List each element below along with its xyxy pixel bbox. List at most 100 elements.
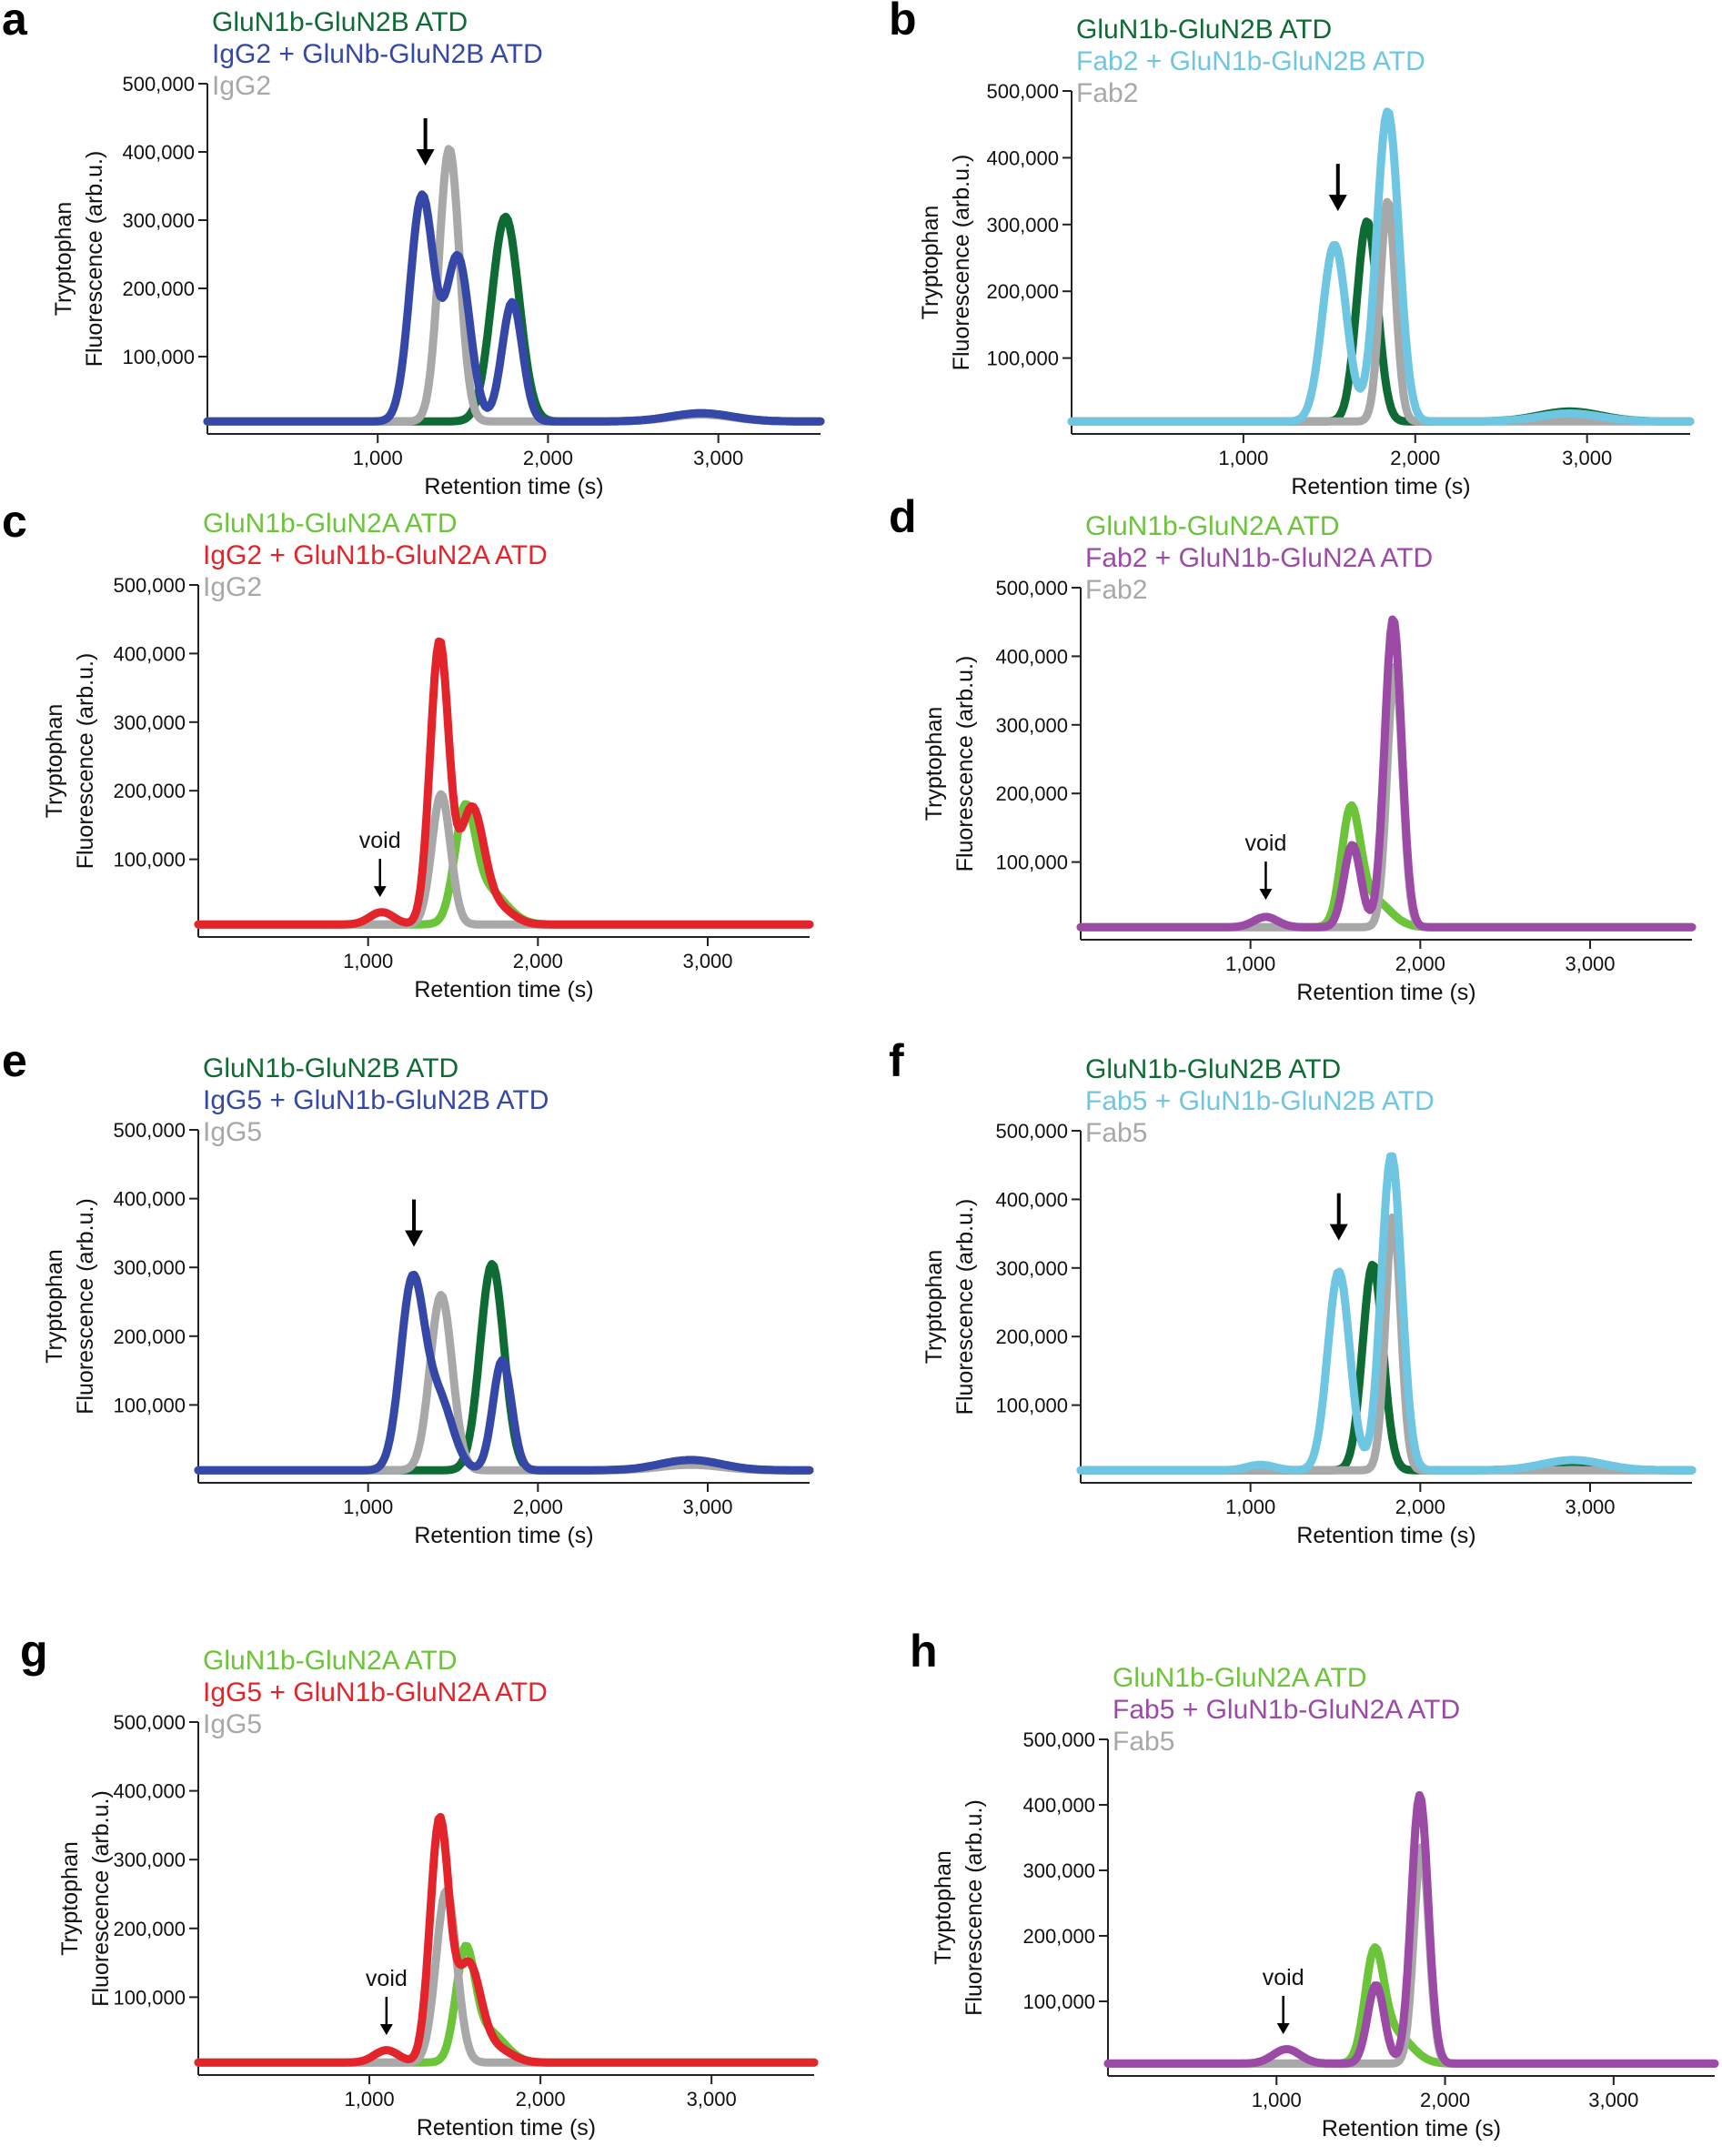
series-line-cyan	[1067, 107, 1695, 426]
annotation-arrowhead	[1329, 1224, 1348, 1241]
void-label: void	[1245, 831, 1287, 856]
legend-entry: IgG2	[212, 71, 271, 101]
x-tick-label: 3,000	[693, 447, 743, 469]
x-tick-label: 3,000	[1588, 2089, 1638, 2111]
y-axis-label: Tryptophan	[921, 707, 947, 821]
legend-entry: GluN1b-GluN2B ATD	[212, 7, 468, 37]
legend-entry: GluN1b-GluN2B ATD	[1076, 15, 1332, 45]
x-tick-label: 1,000	[1218, 447, 1268, 469]
annotation-arrowhead	[405, 1230, 424, 1247]
panel-letter: c	[2, 496, 27, 547]
y-axis-label: Fluorescence (arb.u.)	[962, 1799, 987, 2016]
annotation-arrowhead	[1259, 889, 1273, 901]
y-tick-label: 300,000	[1022, 1859, 1095, 1882]
panel-letter: e	[2, 1035, 27, 1086]
x-tick-label: 1,000	[1225, 1496, 1275, 1518]
series-line-red	[194, 637, 814, 929]
y-tick-label: 500,000	[986, 80, 1059, 103]
y-tick-label: 200,000	[122, 277, 195, 300]
legend-entry: IgG5 + GluN1b-GluN2A ATD	[203, 1677, 548, 1708]
y-tick-label: 100,000	[995, 851, 1068, 874]
y-tick-label: 100,000	[113, 1986, 186, 2009]
y-tick-label: 300,000	[113, 711, 186, 734]
annotation-arrowhead	[416, 149, 435, 166]
x-tick-label: 1,000	[353, 447, 403, 469]
x-tick-label: 3,000	[1562, 447, 1612, 469]
y-tick-label: 400,000	[113, 642, 186, 665]
y-tick-label: 100,000	[113, 849, 186, 871]
series-line-purple	[1076, 615, 1697, 932]
x-tick-label: 2,000	[523, 447, 573, 469]
panel-letter: d	[889, 491, 917, 542]
y-tick-label: 400,000	[113, 1780, 186, 1803]
y-tick-label: 300,000	[995, 1257, 1068, 1280]
y-axis-label: Fluorescence (arb.u.)	[82, 151, 107, 368]
y-tick-label: 400,000	[995, 1188, 1068, 1211]
legend-entry: GluN1b-GluN2A ATD	[203, 509, 458, 539]
y-axis-label: Tryptophan	[42, 704, 67, 819]
series-line-gray	[194, 1886, 819, 2067]
x-tick-label: 1,000	[1225, 952, 1275, 975]
x-axis-label: Retention time (s)	[414, 1523, 593, 1548]
x-axis-label: Retention time (s)	[1296, 1523, 1475, 1548]
legend-entry: Fab5	[1085, 1118, 1147, 1148]
x-axis-label: Retention time (s)	[1296, 980, 1475, 1005]
legend-entry: IgG2 + GluN1b-GluN2A ATD	[203, 540, 548, 570]
x-tick-label: 1,000	[345, 2088, 395, 2111]
legend-entry: IgG2 + GluNb-GluN2B ATD	[212, 39, 543, 69]
panel-letter: g	[20, 1626, 48, 1677]
series-line-purple	[1103, 1790, 1719, 2068]
x-tick-label: 2,000	[1395, 1496, 1445, 1518]
legend-entry: GluN1b-GluN2B ATD	[1085, 1054, 1341, 1084]
y-tick-label: 300,000	[122, 209, 195, 232]
annotation-arrowhead	[379, 2023, 393, 2035]
y-tick-label: 200,000	[113, 1918, 186, 1940]
y-axis-label: Fluorescence (arb.u.)	[73, 1198, 98, 1415]
y-tick-label: 500,000	[113, 1711, 186, 1734]
x-tick-label: 3,000	[1565, 1496, 1615, 1518]
legend-entry: IgG5	[203, 1117, 262, 1147]
y-axis-label: Fluorescence (arb.u.)	[73, 653, 98, 870]
annotation-arrowhead	[1328, 195, 1347, 212]
y-axis-label: Fluorescence (arb.u.)	[952, 656, 978, 872]
annotation-arrowhead	[1276, 2023, 1290, 2034]
y-tick-label: 200,000	[995, 1325, 1068, 1348]
x-axis-label: Retention time (s)	[1322, 2116, 1501, 2141]
y-tick-label: 400,000	[986, 146, 1059, 169]
x-tick-label: 3,000	[682, 950, 732, 972]
panel-letter: b	[889, 0, 917, 45]
y-tick-label: 500,000	[995, 1120, 1068, 1143]
legend-entry: Fab5	[1113, 1727, 1174, 1757]
series-line-blue	[194, 1270, 814, 1475]
y-tick-label: 500,000	[1022, 1728, 1095, 1751]
y-axis-label: Fluorescence (arb.u.)	[949, 155, 974, 371]
y-tick-label: 400,000	[113, 1188, 186, 1211]
x-axis-label: Retention time (s)	[414, 977, 593, 1002]
x-tick-label: 2,000	[1395, 952, 1445, 975]
y-axis-label: Fluorescence (arb.u.)	[952, 1199, 978, 1416]
x-axis-label: Retention time (s)	[417, 2115, 596, 2141]
y-axis-label: Tryptophan	[918, 206, 943, 320]
y-tick-label: 400,000	[995, 645, 1068, 668]
legend-entry: Fab2	[1076, 78, 1138, 108]
x-tick-label: 3,000	[682, 1496, 732, 1518]
y-tick-label: 100,000	[122, 346, 195, 368]
legend-entry: Fab2	[1085, 575, 1147, 605]
y-tick-label: 500,000	[995, 577, 1068, 599]
series-line-light_green	[194, 1941, 819, 2067]
legend-entry: IgG2	[203, 572, 262, 602]
x-tick-label: 2,000	[513, 1496, 563, 1518]
y-tick-label: 200,000	[1022, 1925, 1095, 1948]
x-axis-label: Retention time (s)	[1291, 474, 1470, 499]
y-tick-label: 300,000	[986, 214, 1059, 237]
y-tick-label: 300,000	[113, 1256, 186, 1279]
panel-letter: a	[2, 0, 28, 45]
y-tick-label: 500,000	[122, 73, 195, 96]
